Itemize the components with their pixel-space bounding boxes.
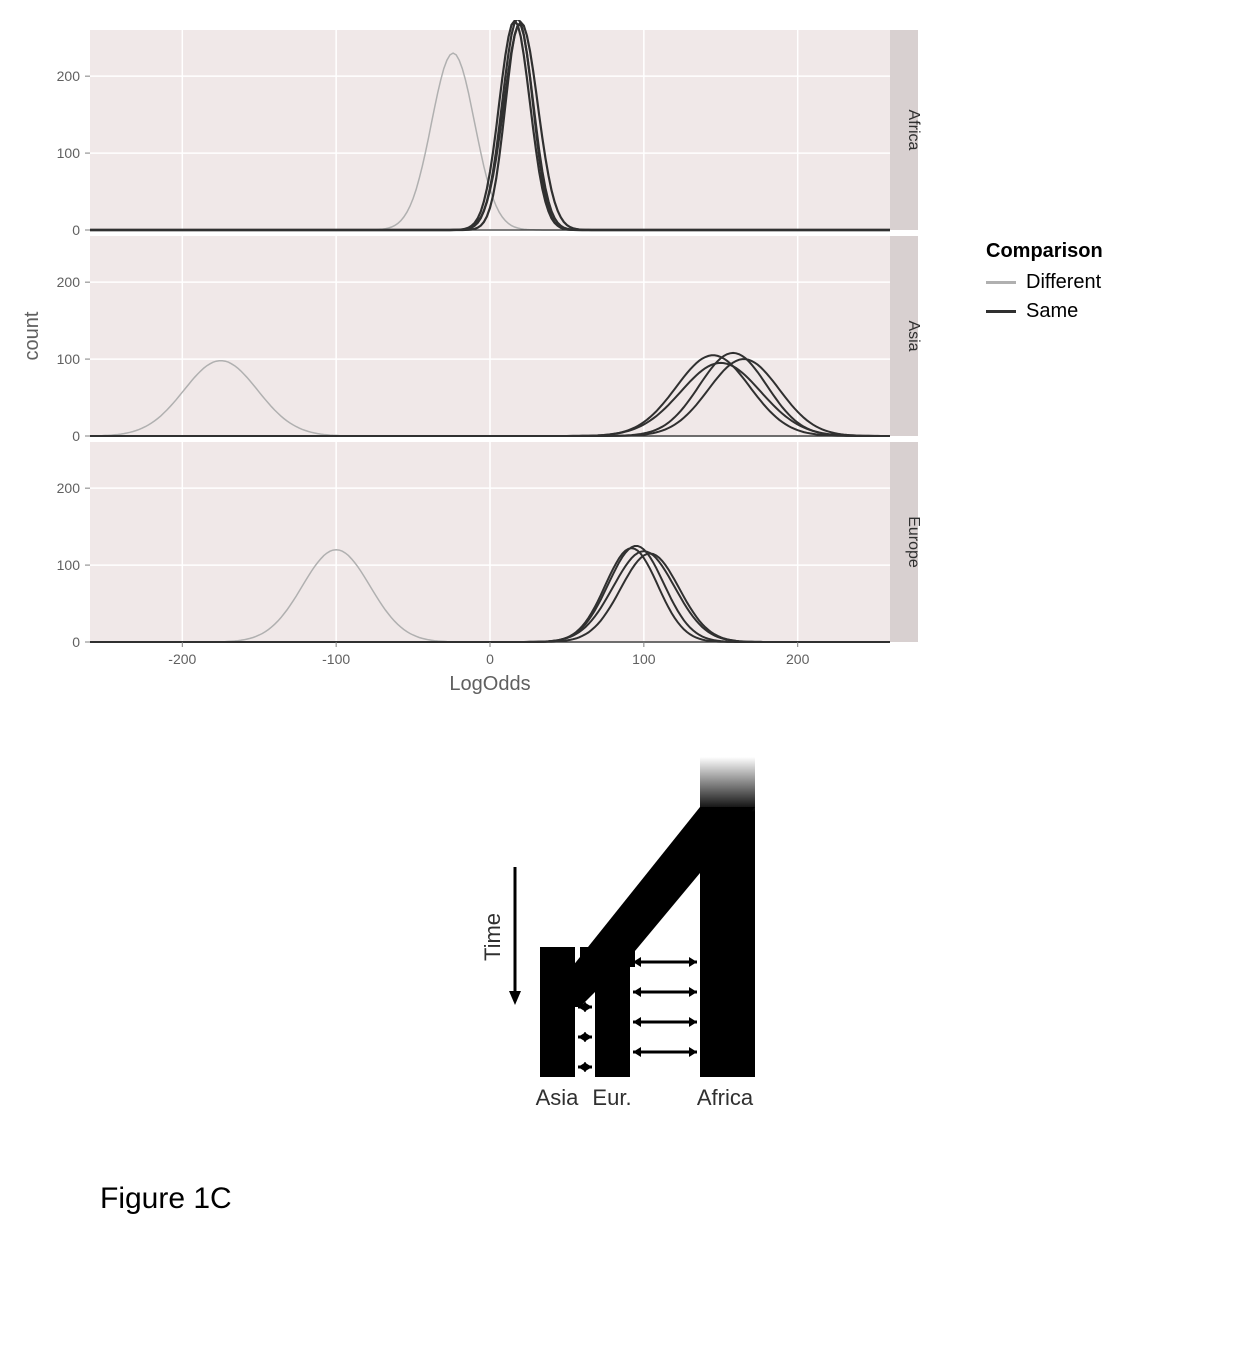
legend-item: Different — [986, 271, 1103, 294]
svg-text:100: 100 — [57, 557, 81, 573]
svg-text:100: 100 — [57, 145, 81, 161]
svg-text:Africa: Africa — [905, 110, 922, 151]
legend-label: Same — [1026, 300, 1078, 323]
diagram-svg: Time Asia Eur. Africa — [420, 747, 820, 1127]
svg-text:0: 0 — [72, 634, 80, 650]
legend: Comparison Different Same — [986, 240, 1103, 329]
svg-text:Time: Time — [480, 913, 505, 961]
legend-item: Same — [986, 300, 1103, 323]
svg-text:200: 200 — [57, 274, 81, 290]
svg-text:100: 100 — [57, 351, 81, 367]
svg-text:Asia: Asia — [905, 320, 922, 351]
svg-text:200: 200 — [57, 480, 81, 496]
chart-svg: count 0 100 200 Africa 0 100 200 Asia 0 100 200 Euro… — [20, 20, 956, 702]
svg-text:0: 0 — [72, 428, 80, 444]
population-diagram: Time Asia Eur. Africa — [420, 747, 820, 1132]
svg-text:200: 200 — [57, 68, 81, 84]
svg-text:0: 0 — [486, 651, 494, 667]
svg-text:Asia: Asia — [536, 1085, 580, 1110]
svg-text:-100: -100 — [322, 651, 350, 667]
svg-text:-200: -200 — [168, 651, 196, 667]
svg-text:Eur.: Eur. — [592, 1085, 631, 1110]
facet-chart: count 0 100 200 Africa 0 100 200 Asia 0 100 200 Euro… — [20, 20, 956, 707]
legend-label: Different — [1026, 271, 1101, 294]
figure-caption: Figure 1C — [100, 1182, 1220, 1216]
svg-text:0: 0 — [72, 222, 80, 238]
legend-swatch — [986, 310, 1016, 313]
svg-text:100: 100 — [632, 651, 656, 667]
svg-text:count: count — [21, 311, 43, 360]
svg-text:200: 200 — [786, 651, 810, 667]
svg-text:LogOdds: LogOdds — [449, 673, 530, 695]
svg-text:Europe: Europe — [905, 516, 922, 568]
legend-title: Comparison — [986, 240, 1103, 263]
svg-text:Africa: Africa — [697, 1085, 754, 1110]
legend-swatch — [986, 281, 1016, 284]
